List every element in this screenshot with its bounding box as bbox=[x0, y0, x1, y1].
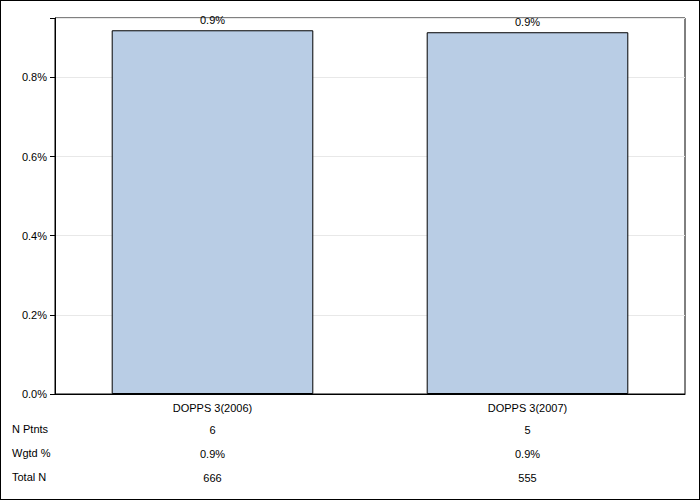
svg-text:0.9%: 0.9% bbox=[200, 14, 225, 26]
svg-text:555: 555 bbox=[518, 472, 536, 484]
svg-text:Total N: Total N bbox=[12, 471, 46, 483]
svg-text:5: 5 bbox=[524, 424, 530, 436]
svg-text:0.9%: 0.9% bbox=[515, 448, 540, 460]
svg-text:6: 6 bbox=[209, 424, 215, 436]
svg-text:0.4%: 0.4% bbox=[22, 230, 47, 242]
svg-text:0.9%: 0.9% bbox=[515, 16, 540, 28]
svg-text:0.2%: 0.2% bbox=[22, 309, 47, 321]
svg-text:666: 666 bbox=[203, 472, 221, 484]
svg-text:0.0%: 0.0% bbox=[22, 388, 47, 400]
svg-text:Wgtd %: Wgtd % bbox=[12, 447, 51, 459]
svg-text:DOPPS 3(2007): DOPPS 3(2007) bbox=[488, 402, 567, 414]
svg-text:0.6%: 0.6% bbox=[22, 151, 47, 163]
svg-text:0.9%: 0.9% bbox=[200, 448, 225, 460]
svg-text:0.8%: 0.8% bbox=[22, 71, 47, 83]
svg-text:N Ptnts: N Ptnts bbox=[12, 423, 49, 435]
svg-text:DOPPS 3(2006): DOPPS 3(2006) bbox=[173, 402, 252, 414]
